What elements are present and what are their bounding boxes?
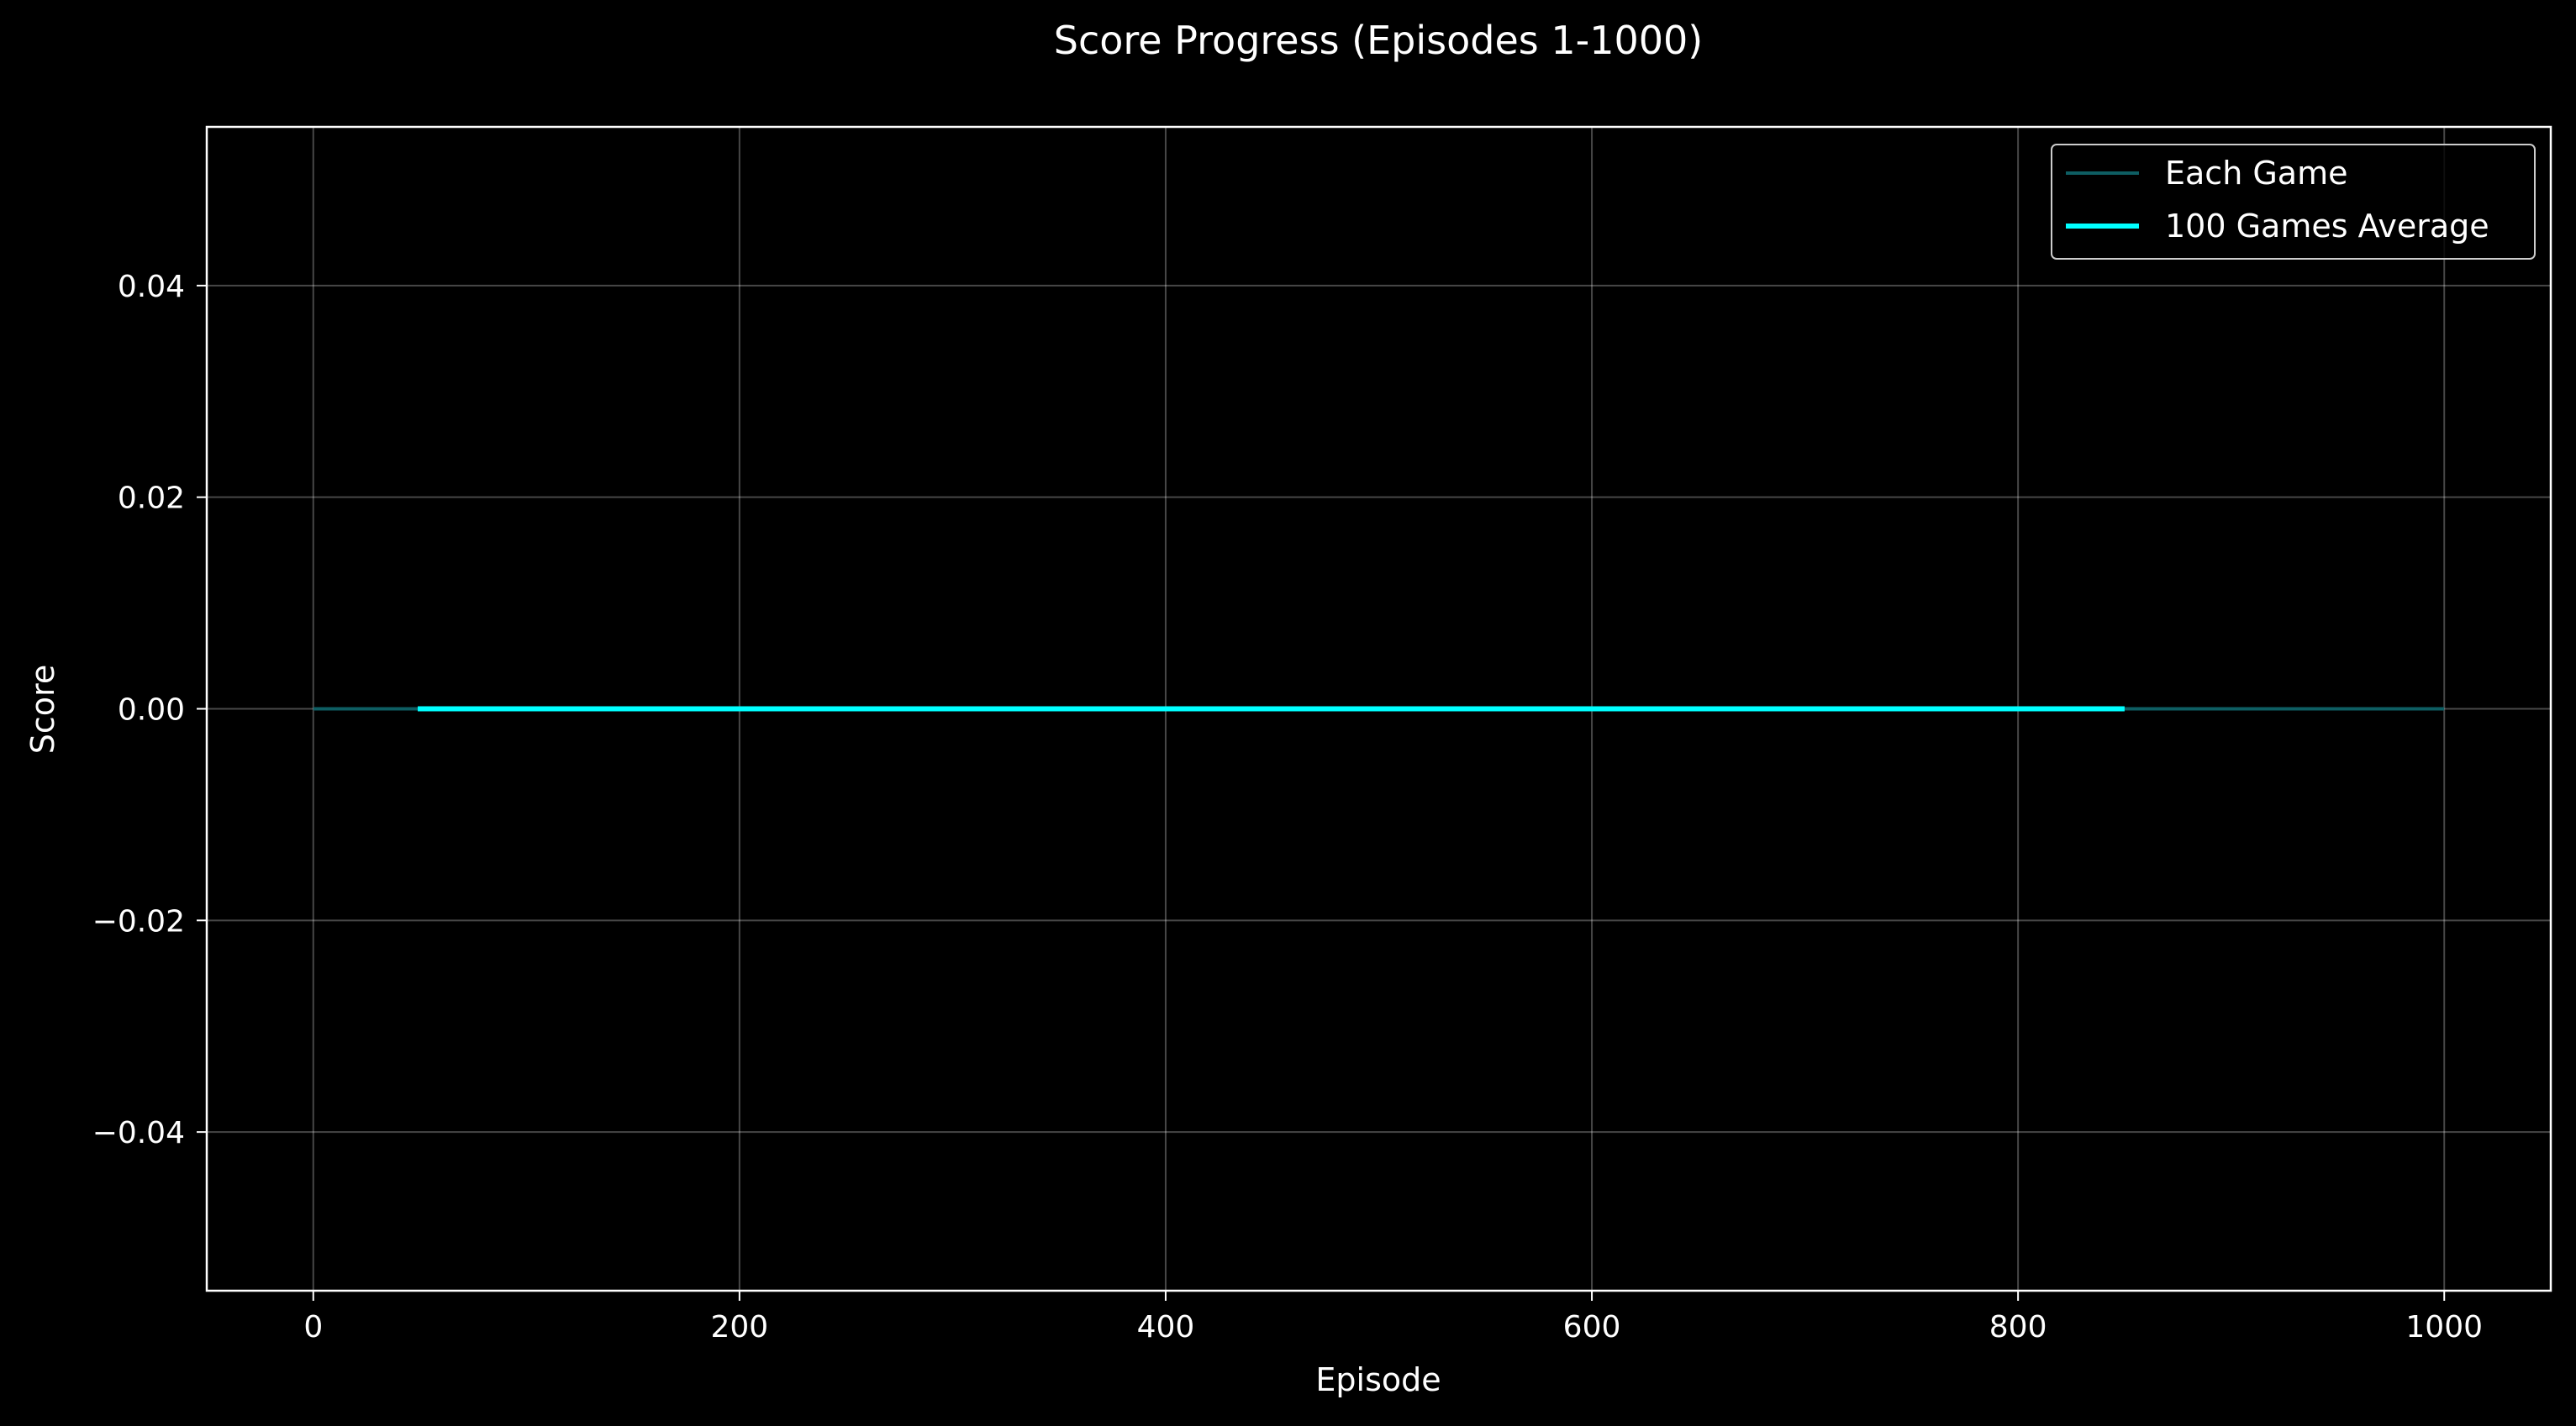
chart-title: Score Progress (Episodes 1-1000) xyxy=(1054,18,1703,63)
y-axis-ticks: 0.04 0.02 0.00 −0.02 −0.04 xyxy=(92,270,207,1150)
x-tick-label: 800 xyxy=(1989,1310,2047,1344)
legend-box xyxy=(2051,144,2536,260)
legend-label-100-games-average: 100 Games Average xyxy=(2165,208,2489,245)
legend-label-each-game: Each Game xyxy=(2165,155,2347,192)
y-axis-label: Score xyxy=(24,665,61,754)
x-tick-label: 600 xyxy=(1563,1310,1621,1344)
y-tick-label: 0.02 xyxy=(118,481,185,516)
x-tick-label: 0 xyxy=(303,1310,323,1344)
y-tick-label: −0.02 xyxy=(92,904,185,939)
y-tick-label: 0.00 xyxy=(118,693,185,728)
x-axis-ticks: 0 200 400 600 800 1000 xyxy=(303,1291,2483,1344)
legend: Each Game 100 Games Average xyxy=(2051,144,2536,260)
x-axis-label: Episode xyxy=(1315,1361,1441,1398)
y-tick-label: 0.04 xyxy=(118,270,185,304)
x-tick-label: 1000 xyxy=(2405,1310,2483,1344)
y-tick-label: −0.04 xyxy=(92,1116,185,1150)
x-tick-label: 400 xyxy=(1137,1310,1195,1344)
x-tick-label: 200 xyxy=(711,1310,769,1344)
